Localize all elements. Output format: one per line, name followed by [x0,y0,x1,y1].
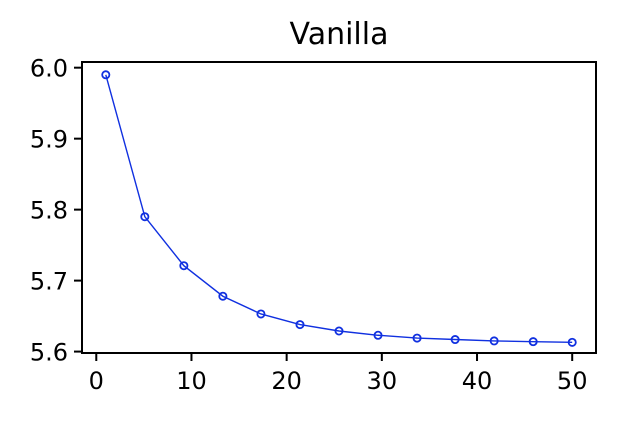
plot-frame [81,61,597,354]
series-layer [101,70,577,347]
chart-title: Vanilla [290,17,389,52]
data-point [567,337,577,347]
data-point [101,70,111,80]
series-line [105,74,573,344]
data-point [179,261,189,271]
x-tick-label: 20 [271,367,302,395]
x-tick-label: 30 [367,367,398,395]
data-point [412,333,422,343]
x-tick-label: 40 [462,367,493,395]
data-point [218,291,228,301]
y-tick-label: 5.8 [30,197,68,225]
x-tick-label: 10 [176,367,207,395]
y-tick-label: 6.0 [30,55,68,83]
data-point [489,336,499,346]
x-tick-label: 0 [89,367,104,395]
x-tick-label: 50 [557,367,588,395]
data-point [528,337,538,347]
data-point [373,330,383,340]
data-point [450,335,460,345]
y-tick-label: 5.6 [30,339,68,367]
data-point [334,326,344,336]
axes-layer: 0 10 20 30 40 50 5.6 5.7 5.8 5.9 6.0 [30,55,597,395]
data-point [295,320,305,330]
y-tick-label: 5.9 [30,126,68,154]
y-tick-label: 5.7 [30,268,68,296]
data-point [140,212,150,222]
data-point [256,309,266,319]
